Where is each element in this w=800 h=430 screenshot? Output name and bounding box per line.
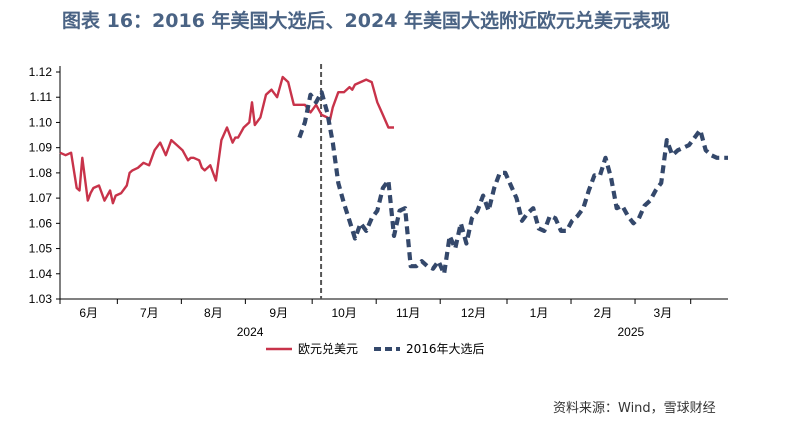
- y-tick-label: 1.08: [29, 166, 53, 180]
- y-tick-label: 1.10: [29, 115, 53, 129]
- series-lines: [59, 75, 728, 276]
- x-tick-label: 6月: [79, 306, 98, 320]
- y-tick-label: 1.04: [29, 267, 53, 281]
- chart-title: 图表 16：2016 年美国大选后、2024 年美国大选附近欧元兑美元表现: [62, 10, 671, 32]
- x-tick-label: 9月: [269, 306, 288, 320]
- y-tick-label: 1.06: [29, 216, 53, 230]
- x-tick-label: 2月: [594, 306, 613, 320]
- x-tick-label: 10月: [331, 306, 356, 320]
- series-line-2024: [59, 75, 394, 205]
- x-tick-label: 12月: [461, 306, 486, 320]
- y-axis: 1.03 1.04 1.05 1.06 1.07 1.08 1.09 1.10 1.11 1.12: [29, 65, 61, 306]
- y-tick-label: 1.12: [29, 65, 53, 79]
- x-year-label: 2025: [618, 325, 645, 339]
- legend: 欧元兑美元 2016年大选后: [266, 342, 485, 356]
- x-year-label: 2024: [237, 325, 264, 339]
- legend-label: 欧元兑美元: [298, 342, 358, 356]
- x-tick-label: 11月: [396, 306, 420, 320]
- x-tick-label: 8月: [204, 306, 223, 320]
- x-tick-label: 1月: [530, 306, 549, 320]
- x-tick-label: 7月: [140, 306, 159, 320]
- series-line-2016: [297, 90, 728, 276]
- y-tick-label: 1.09: [29, 141, 53, 155]
- source-note: 资料来源：Wind，雪球财经: [553, 401, 716, 416]
- x-axis: 6月 7月 8月 9月 10月 11月 12月 1月 2月 3月 2024 2025: [59, 298, 728, 339]
- x-tick-label: 3月: [654, 306, 673, 320]
- y-tick-label: 1.07: [29, 191, 53, 205]
- y-tick-label: 1.05: [29, 242, 53, 256]
- y-tick-label: 1.03: [29, 292, 53, 306]
- legend-label: 2016年大选后: [406, 342, 485, 356]
- y-tick-label: 1.11: [30, 90, 53, 104]
